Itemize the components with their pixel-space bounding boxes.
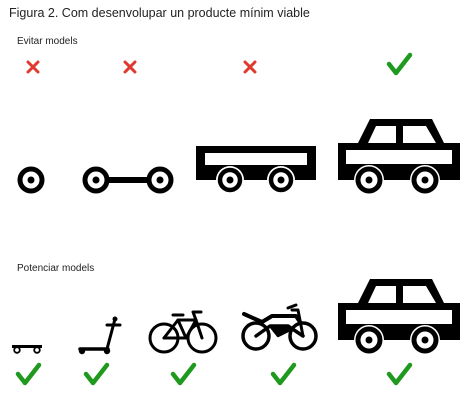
check-icon xyxy=(386,52,413,76)
motorcycle-icon xyxy=(241,303,318,351)
scooter-icon xyxy=(78,316,122,355)
car-chassis-icon xyxy=(196,146,316,193)
cross-icon xyxy=(243,60,257,74)
bicycle-icon xyxy=(148,310,218,354)
car-icon xyxy=(338,279,460,354)
cross-icon xyxy=(26,60,40,74)
section-label-avoid: Evitar models xyxy=(17,36,78,47)
skateboard-icon xyxy=(12,345,42,354)
axle-icon xyxy=(82,166,174,194)
car-icon xyxy=(338,119,460,194)
check-icon xyxy=(15,362,42,386)
check-icon xyxy=(83,362,110,386)
wheel-icon xyxy=(17,166,45,194)
section-label-promote: Potenciar models xyxy=(17,263,95,274)
cross-icon xyxy=(123,60,137,74)
figure-title: Figura 2. Com desenvolupar un producte m… xyxy=(9,6,310,20)
check-icon xyxy=(170,362,197,386)
check-icon xyxy=(270,362,297,386)
check-icon xyxy=(386,362,413,386)
